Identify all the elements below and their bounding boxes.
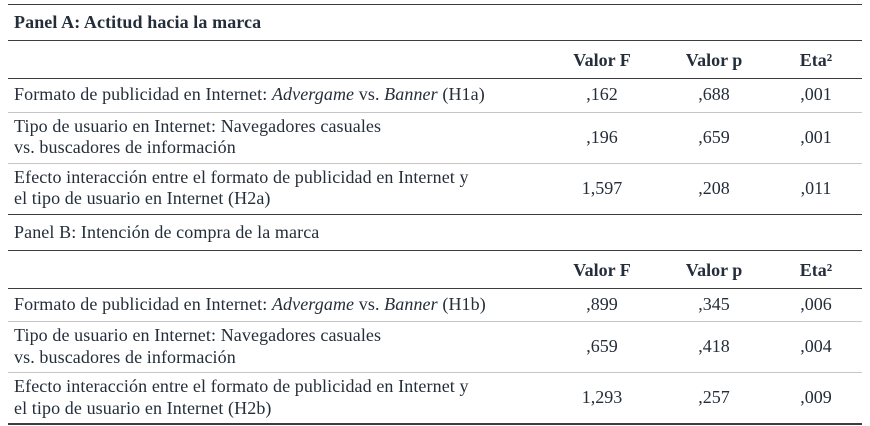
table-top-rule <box>8 4 862 5</box>
row-label-line2: el tipo de usuario en Internet (H2b) <box>14 397 272 418</box>
cell-valor-f: ,196 <box>586 126 618 147</box>
row-label-italic-banner: Banner <box>384 84 438 104</box>
row-label-line1: Efecto interacción entre el formato de p… <box>14 376 469 396</box>
cell-eta2: ,001 <box>800 126 832 147</box>
column-header-valor-p: Valor p <box>685 259 743 280</box>
cell-valor-p: ,688 <box>698 84 730 105</box>
row-label: Formato de publicidad en Internet: Adver… <box>8 294 546 316</box>
row-label-text: (H1b) <box>437 293 486 314</box>
column-header-valor-p: Valor p <box>685 50 743 70</box>
column-header-eta2: Eta² <box>799 259 833 280</box>
row-label: Formato de publicidad en Internet: Adver… <box>8 84 546 106</box>
row-label-text: (H1a) <box>437 84 485 104</box>
table-row-b1: Formato de publicidad en Internet: Adver… <box>8 289 862 322</box>
row-label: Tipo de usuario en Internet: Navegadores… <box>8 325 546 368</box>
column-header-valor-f: Valor F <box>573 259 631 280</box>
row-label: Efecto interacción entre el formato de p… <box>8 376 546 419</box>
row-label-text: Formato de publicidad en Internet: <box>14 293 272 314</box>
cell-eta2: ,006 <box>800 293 832 314</box>
cell-valor-p: ,659 <box>698 126 730 147</box>
cell-valor-p: ,418 <box>698 336 730 356</box>
panel-b-header-row: Valor F Valor p Eta² <box>8 251 862 289</box>
row-label: Efecto interacción entre el formato de p… <box>8 167 546 210</box>
cell-eta2: ,011 <box>800 177 832 198</box>
row-label-italic-advergame: Advergame <box>271 84 355 104</box>
row-label-line2: vs. buscadores de información <box>14 137 236 157</box>
row-label-line2: el tipo de usuario en Internet (H2a) <box>14 188 271 208</box>
panel-a-title: Panel A: Actitud hacia la marca <box>8 5 862 41</box>
cell-valor-f: ,162 <box>586 84 618 105</box>
row-label-italic-banner: Banner <box>384 293 438 314</box>
row-label-line1: Tipo de usuario en Internet: Navegadores… <box>14 115 382 136</box>
cell-valor-f: ,659 <box>586 336 618 356</box>
row-label-line1: Efecto interacción entre el formato de p… <box>14 166 469 187</box>
cell-valor-p: ,257 <box>698 387 730 407</box>
table-row-b3: Efecto interacción entre el formato de p… <box>8 373 862 425</box>
row-label-italic-advergame: Advergame <box>271 293 355 314</box>
table-row-b2: Tipo de usuario en Internet: Navegadores… <box>8 322 862 373</box>
row-label-text: vs. <box>354 84 385 104</box>
cell-eta2: ,001 <box>800 84 832 105</box>
column-header-valor-f: Valor F <box>573 50 631 70</box>
row-label-text: Formato de publicidad en Internet: <box>14 84 272 104</box>
column-header-eta2: Eta² <box>799 50 833 70</box>
row-label: Tipo de usuario en Internet: Navegadores… <box>8 116 546 159</box>
table-row-a2: Tipo de usuario en Internet: Navegadores… <box>8 113 862 164</box>
cell-valor-p: ,208 <box>698 177 730 198</box>
cell-valor-p: ,345 <box>698 293 730 314</box>
table-row-a1: Formato de publicidad en Internet: Adver… <box>8 79 862 113</box>
cell-valor-f: 1,293 <box>581 387 623 407</box>
cell-eta2: ,004 <box>800 336 832 356</box>
cell-valor-f: 1,597 <box>581 177 623 198</box>
panel-a-header-row: Valor F Valor p Eta² <box>8 41 862 79</box>
row-label-text: vs. <box>354 293 385 314</box>
cell-valor-f: ,899 <box>586 293 618 314</box>
cell-eta2: ,009 <box>800 387 832 407</box>
row-label-line2: vs. buscadores de información <box>14 346 236 367</box>
row-label-line1: Tipo de usuario en Internet: Navegadores… <box>14 325 382 345</box>
panel-b-title: Panel B: Intención de compra de la marca <box>8 215 862 251</box>
table-row-a3: Efecto interacción entre el formato de p… <box>8 164 862 215</box>
